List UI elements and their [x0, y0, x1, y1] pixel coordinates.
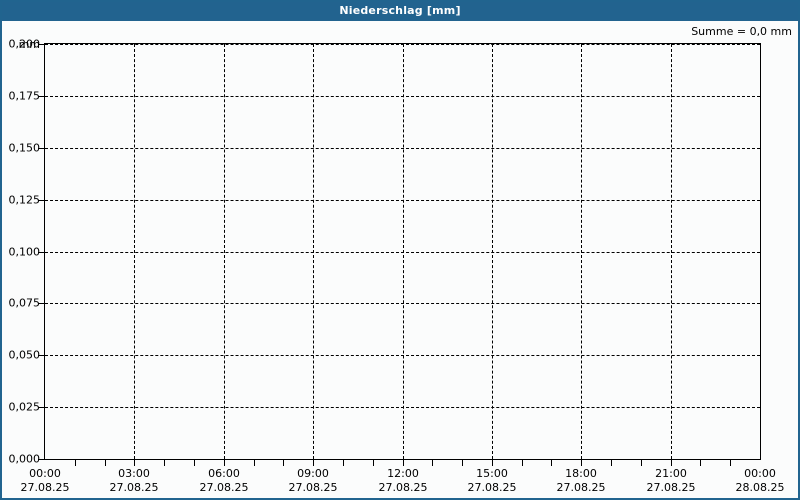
- y-axis-tick: [38, 148, 44, 149]
- x-axis-tick-label: 09:00 27.08.25: [289, 467, 338, 495]
- x-axis-tick-time: 18:00: [565, 467, 597, 480]
- horizontal-gridline: [45, 355, 760, 356]
- x-axis-tick-minor: [105, 460, 106, 466]
- x-axis-tick-label: 06:00 27.08.25: [200, 467, 249, 495]
- x-axis-tick-time: 12:00: [387, 467, 419, 480]
- x-axis-tick-minor: [283, 460, 284, 466]
- x-axis-tick-label: 12:00 27.08.25: [379, 467, 428, 495]
- y-axis-tick: [38, 407, 44, 408]
- vertical-gridline: [403, 44, 404, 459]
- x-axis-tick-time: 15:00: [476, 467, 508, 480]
- vertical-gridline: [492, 44, 493, 459]
- x-axis-tick-time: 00:00: [29, 467, 61, 480]
- x-axis-tick-minor: [522, 460, 523, 466]
- x-axis-tick-date: 27.08.25: [109, 481, 159, 494]
- x-axis-tick-date: 27.08.25: [646, 481, 696, 494]
- x-axis-tick-label: 15:00 27.08.25: [468, 467, 517, 495]
- x-axis-tick-major: [671, 460, 672, 466]
- x-axis-tick-minor: [75, 460, 76, 466]
- y-axis-tick: [38, 459, 44, 460]
- page-title: Niederschlag [mm]: [339, 4, 461, 17]
- chart-title-bar: Niederschlag [mm]: [2, 2, 798, 21]
- x-axis-tick-major: [581, 460, 582, 466]
- x-axis-tick-minor: [432, 460, 433, 466]
- x-axis-tick-minor: [611, 460, 612, 466]
- x-axis-tick-minor: [254, 460, 255, 466]
- vertical-gridline: [581, 44, 582, 459]
- horizontal-gridline: [45, 96, 760, 97]
- y-axis-tick-label: 0,075: [8, 296, 41, 310]
- y-axis-tick-label: 0,050: [8, 348, 41, 362]
- y-axis-tick: [38, 44, 44, 45]
- x-axis-tick-time: 21:00: [655, 467, 687, 480]
- x-axis-tick-time: 06:00: [208, 467, 240, 480]
- y-axis-tick: [38, 252, 44, 253]
- horizontal-gridline: [45, 252, 760, 253]
- vertical-gridline: [134, 44, 135, 459]
- y-axis-tick-label: 0,100: [8, 245, 41, 259]
- x-axis-tick-minor: [462, 460, 463, 466]
- x-axis-tick-label: 18:00 27.08.25: [557, 467, 606, 495]
- x-axis-tick-label: 00:00 27.08.25: [21, 467, 70, 495]
- y-axis-tick: [38, 96, 44, 97]
- data-series-layer: [45, 44, 760, 459]
- horizontal-gridline: [45, 44, 760, 45]
- x-axis-tick-minor: [700, 460, 701, 466]
- y-axis-tick-label: 0,125: [8, 193, 41, 207]
- x-axis-tick-major: [403, 460, 404, 466]
- vertical-gridline: [671, 44, 672, 459]
- y-axis-tick: [38, 355, 44, 356]
- y-axis-tick-label: 0,000: [8, 452, 41, 466]
- x-axis-tick-minor: [373, 460, 374, 466]
- x-axis-tick-minor: [164, 460, 165, 466]
- x-axis-tick-date: 27.08.25: [467, 481, 517, 494]
- x-axis-tick-time: 09:00: [297, 467, 329, 480]
- y-axis-tick-label: 0,025: [8, 400, 41, 414]
- x-axis-tick-date: 27.08.25: [556, 481, 606, 494]
- x-axis-tick-minor: [730, 460, 731, 466]
- x-axis-tick-label: 00:00 28.08.25: [736, 467, 785, 495]
- x-axis-tick-date: 27.08.25: [378, 481, 428, 494]
- horizontal-gridline: [45, 407, 760, 408]
- horizontal-gridline: [45, 200, 760, 201]
- y-axis-tick-label: 0,200: [8, 37, 41, 51]
- x-axis-tick-minor: [194, 460, 195, 466]
- x-axis-tick-major: [134, 460, 135, 466]
- plot-area: [44, 43, 761, 460]
- x-axis-tick-minor: [551, 460, 552, 466]
- x-axis-tick-time: 03:00: [118, 467, 150, 480]
- y-axis-unit-label: mm: [18, 38, 40, 51]
- x-axis-tick-date: 27.08.25: [288, 481, 338, 494]
- y-axis-tick: [38, 303, 44, 304]
- horizontal-gridline: [45, 303, 760, 304]
- x-axis-tick-label: 21:00 27.08.25: [647, 467, 696, 495]
- vertical-gridline: [313, 44, 314, 459]
- sum-annotation: Summe = 0,0 mm: [691, 25, 792, 38]
- y-axis-tick-label: 0,175: [8, 89, 41, 103]
- x-axis-tick-major: [224, 460, 225, 466]
- vertical-gridline: [224, 44, 225, 459]
- x-axis-tick-major: [492, 460, 493, 466]
- x-axis-tick-date: 27.08.25: [20, 481, 70, 494]
- x-axis-tick-label: 03:00 27.08.25: [110, 467, 159, 495]
- x-axis-tick-minor: [641, 460, 642, 466]
- x-axis-tick-minor: [343, 460, 344, 466]
- x-axis-tick-time: 00:00: [744, 467, 776, 480]
- x-axis-tick-date: 28.08.25: [735, 481, 785, 494]
- horizontal-gridline: [45, 148, 760, 149]
- x-axis-tick-major: [313, 460, 314, 466]
- y-axis-tick-label: 0,150: [8, 141, 41, 155]
- y-axis-tick: [38, 200, 44, 201]
- x-axis-tick-date: 27.08.25: [199, 481, 249, 494]
